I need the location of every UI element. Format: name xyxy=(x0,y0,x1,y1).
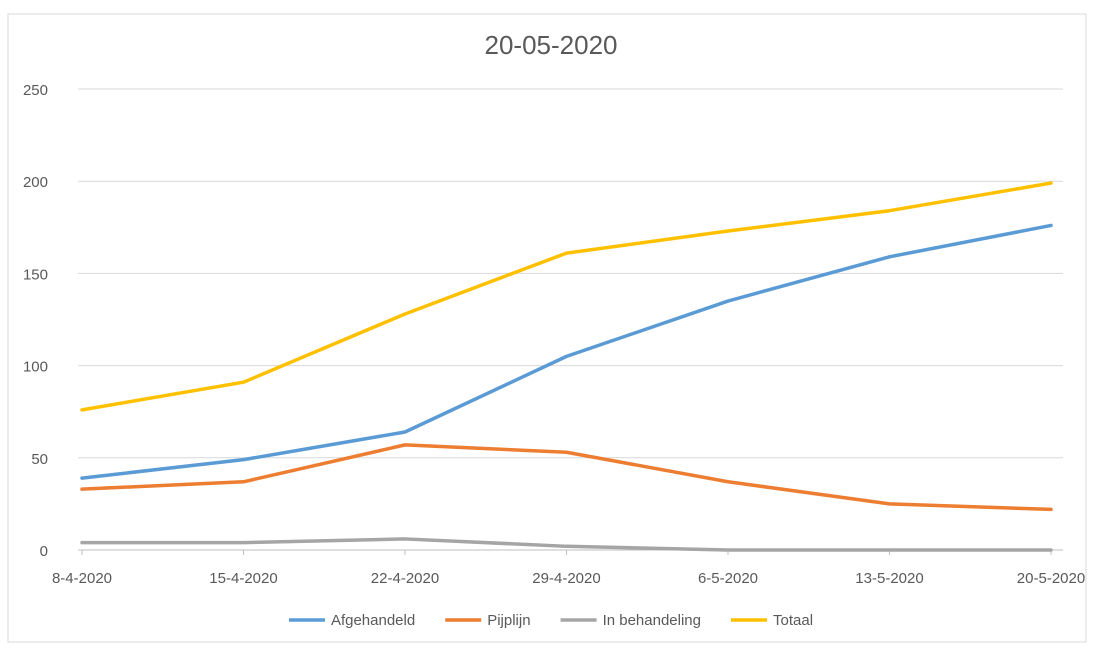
x-tick-label: 20-5-2020 xyxy=(1017,570,1085,587)
gridlines xyxy=(78,88,1063,459)
x-tick-label: 29-4-2020 xyxy=(532,570,600,587)
series-line-in-behandeling xyxy=(80,537,1053,552)
x-tick-label: 8-4-2020 xyxy=(52,570,112,587)
y-tick-label: 200 xyxy=(23,174,48,191)
legend-label: In behandeling xyxy=(603,612,701,629)
legend-label: Totaal xyxy=(773,612,813,629)
y-axis-tick-labels: 0 50 100 150 200 250 xyxy=(23,82,48,560)
chart-border xyxy=(7,13,1087,643)
y-tick-label: 0 xyxy=(40,543,48,560)
y-tick-label: 250 xyxy=(23,82,48,99)
series-lines xyxy=(80,181,1053,552)
y-tick-label: 150 xyxy=(23,266,48,283)
x-tick-label: 15-4-2020 xyxy=(209,570,277,587)
y-tick-label: 100 xyxy=(23,359,48,376)
legend-label: Pijplijn xyxy=(487,612,530,629)
y-tick-label: 50 xyxy=(31,451,48,468)
series-line-afgehandeld xyxy=(80,223,1053,480)
x-tick-label: 13-5-2020 xyxy=(855,570,923,587)
series-line-totaal xyxy=(80,181,1053,412)
x-tick-label: 6-5-2020 xyxy=(698,570,758,587)
x-axis-tick-labels: 8-4-2020 15-4-2020 22-4-2020 29-4-2020 6-5-2… xyxy=(52,550,1085,587)
legend: Afgehandeld Pijplijn In behandeling Totaal xyxy=(288,612,813,629)
legend-label: Afgehandeld xyxy=(331,612,415,629)
chart-title: 20-05-2020 xyxy=(485,30,618,60)
x-tick-label: 22-4-2020 xyxy=(371,570,439,587)
series-line-pijplijn xyxy=(80,443,1053,512)
